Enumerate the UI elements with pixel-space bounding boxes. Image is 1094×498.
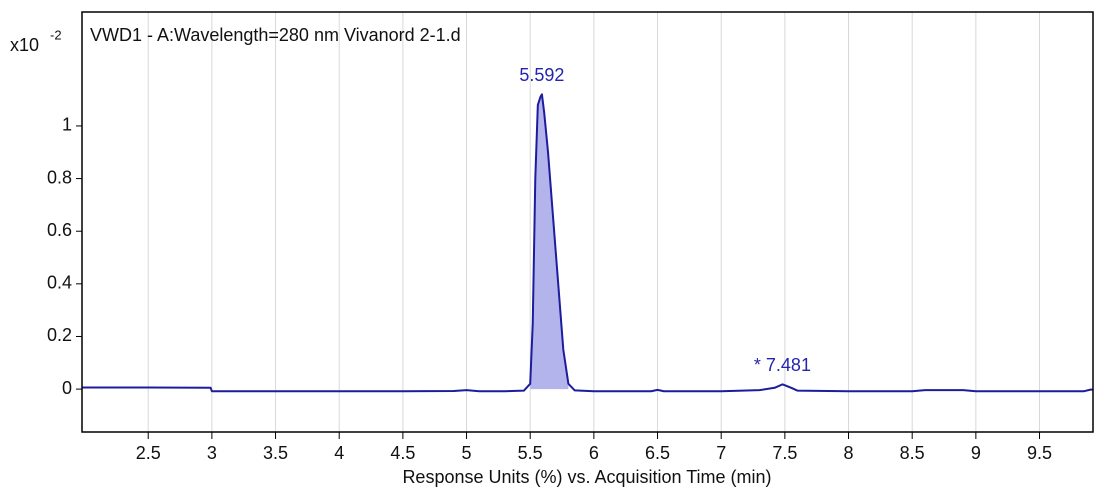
x-tick-label: 6.5 — [645, 443, 670, 463]
x-tick-label: 7 — [716, 443, 726, 463]
y-tick-label: 0 — [62, 378, 72, 398]
peak-label: 5.592 — [519, 65, 564, 85]
x-tick-label: 9.5 — [1027, 443, 1052, 463]
peak-area — [530, 94, 569, 390]
x-tick-label: 4.5 — [390, 443, 415, 463]
chart-title: VWD1 - A:Wavelength=280 nm Vivanord 2-1.… — [90, 25, 461, 45]
x-tick-label: 9 — [971, 443, 981, 463]
x-tick-label: 6 — [589, 443, 599, 463]
x-axis-label: Response Units (%) vs. Acquisition Time … — [402, 467, 771, 487]
x-tick-label: 4 — [334, 443, 344, 463]
grid — [147, 12, 1041, 432]
x-tick-label: 5.5 — [518, 443, 543, 463]
y-tick-label: 0.4 — [47, 273, 72, 293]
x-tick-label: 8.5 — [900, 443, 925, 463]
line — [82, 93, 1093, 393]
y-scale-exponent: -2 — [50, 27, 62, 42]
x-tick-label: 2.5 — [136, 443, 161, 463]
y-tick-label: 0.2 — [47, 325, 72, 345]
y-tick-label: 1 — [62, 115, 72, 135]
y-scale-base: x10 — [10, 35, 39, 55]
marks — [82, 93, 1093, 393]
y-tick-label: 0.8 — [47, 167, 72, 187]
x-tick-label: 3.5 — [263, 443, 288, 463]
y-tick-label: 0.6 — [47, 220, 72, 240]
plot-frame — [81, 11, 1094, 433]
peak-label: * 7.481 — [754, 355, 811, 375]
x-tick-label: 3 — [207, 443, 217, 463]
x-tick-label: 5 — [462, 443, 472, 463]
x-tick-label: 8 — [844, 443, 854, 463]
x-tick-label: 7.5 — [772, 443, 797, 463]
